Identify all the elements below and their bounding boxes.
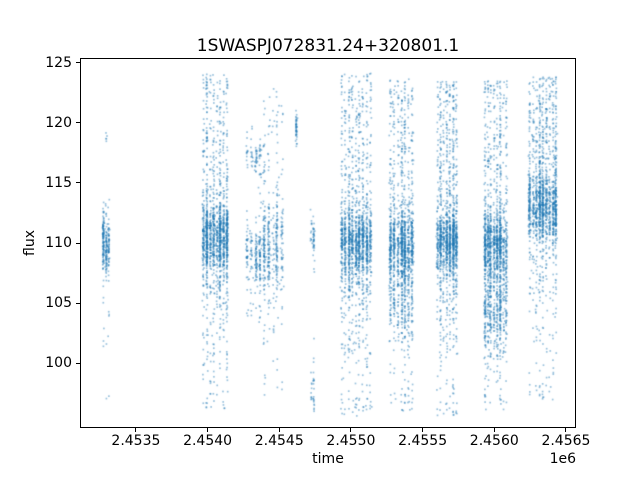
x-tick-mark	[565, 428, 567, 432]
plot-area	[80, 58, 576, 428]
y-tick-label: 115	[45, 174, 72, 191]
x-tick-label: 2.4545	[254, 433, 304, 449]
x-tick-label: 2.4555	[398, 433, 448, 449]
y-tick-label: 110	[45, 235, 72, 251]
y-tick-mark	[76, 302, 80, 304]
x-tick-mark	[422, 428, 424, 432]
y-tick-mark	[76, 242, 80, 244]
y-tick-mark	[76, 362, 80, 364]
y-axis-label: flux	[22, 230, 38, 256]
x-tick-mark	[278, 428, 280, 432]
x-tick-label: 2.4535	[111, 433, 161, 449]
x-tick-label: 2.4540	[183, 433, 233, 449]
x-tick-mark	[493, 428, 495, 432]
x-axis-offset-text: 1e6	[549, 451, 576, 467]
y-tick-label: 125	[45, 54, 72, 71]
x-tick-label: 2.4565	[541, 433, 591, 449]
y-tick-label: 100	[45, 355, 72, 372]
y-tick-mark	[76, 122, 80, 124]
y-tick-label: 105	[45, 295, 72, 312]
x-tick-label: 2.4550	[326, 433, 376, 449]
chart-title: 1SWASPJ072831.24+320801.1	[196, 36, 460, 56]
y-tick-mark	[76, 62, 80, 64]
y-tick-label: 120	[45, 114, 72, 131]
scatter-canvas	[80, 58, 576, 428]
x-tick-mark	[350, 428, 352, 432]
x-tick-mark	[135, 428, 137, 432]
x-tick-mark	[207, 428, 209, 432]
x-tick-label: 2.4560	[469, 433, 519, 449]
y-tick-mark	[76, 182, 80, 184]
x-axis-label: time	[312, 451, 344, 467]
